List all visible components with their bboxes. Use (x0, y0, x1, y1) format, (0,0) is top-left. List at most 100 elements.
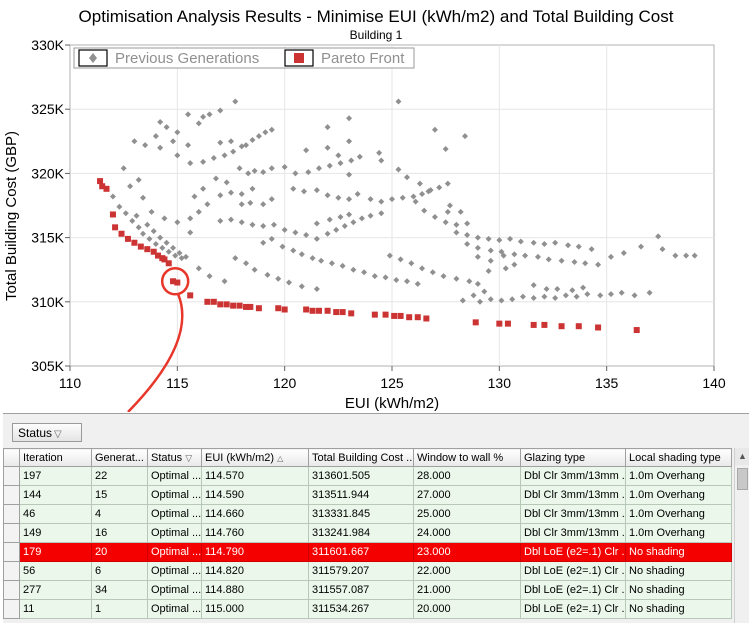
previous-generation-point[interactable] (324, 144, 331, 151)
previous-generation-point[interactable] (376, 149, 383, 156)
pareto-front-point[interactable] (255, 305, 262, 312)
previous-generation-point[interactable] (163, 124, 170, 131)
previous-generation-point[interactable] (300, 188, 307, 195)
previous-generation-point[interactable] (534, 253, 541, 260)
previous-generations-series[interactable] (109, 98, 698, 305)
pareto-front-point[interactable] (236, 302, 243, 309)
previous-generation-point[interactable] (584, 291, 591, 298)
previous-generation-point[interactable] (157, 234, 164, 241)
previous-generation-point[interactable] (672, 252, 679, 259)
previous-generation-point[interactable] (464, 241, 471, 248)
table-cell[interactable]: Dbl LoE (e2=.1) Clr ... (520, 561, 626, 581)
table-cell[interactable]: 197 (19, 466, 92, 486)
row-header[interactable] (3, 561, 20, 581)
previous-generation-point[interactable] (326, 216, 333, 223)
table-cell[interactable]: 56 (19, 561, 92, 581)
previous-generation-point[interactable] (461, 133, 468, 140)
previous-generation-point[interactable] (313, 187, 320, 194)
pareto-front-point[interactable] (99, 183, 106, 190)
previous-generation-point[interactable] (249, 185, 256, 192)
previous-generation-point[interactable] (459, 297, 466, 304)
filter-icon[interactable]: ▽ (54, 429, 62, 440)
previous-generation-point[interactable] (498, 297, 505, 304)
pareto-front-point[interactable] (382, 311, 389, 318)
previous-generation-point[interactable] (170, 244, 177, 251)
previous-generation-point[interactable] (453, 275, 460, 282)
previous-generation-point[interactable] (210, 154, 217, 161)
previous-generation-point[interactable] (419, 190, 426, 197)
row-header[interactable] (3, 542, 20, 562)
previous-generation-point[interactable] (444, 208, 451, 215)
table-cell[interactable]: 1.0m Overhang (625, 523, 732, 543)
previous-generation-point[interactable] (335, 152, 342, 159)
previous-generation-point[interactable] (575, 243, 582, 250)
previous-generation-point[interactable] (268, 165, 275, 172)
previous-generation-point[interactable] (350, 219, 357, 226)
table-cell[interactable]: 4 (91, 504, 148, 524)
previous-generation-point[interactable] (217, 217, 224, 224)
row-header[interactable] (3, 580, 20, 600)
previous-generation-point[interactable] (328, 260, 335, 267)
previous-generation-point[interactable] (217, 139, 224, 146)
previous-generation-point[interactable] (481, 288, 488, 295)
previous-generation-point[interactable] (485, 235, 492, 242)
pareto-front-point[interactable] (575, 323, 582, 330)
previous-generation-point[interactable] (309, 255, 316, 262)
column-header-window-to-wall[interactable]: Window to wall % (413, 448, 521, 467)
pareto-front-point[interactable] (541, 321, 548, 328)
previous-generation-point[interactable] (204, 201, 211, 208)
pareto-front-point[interactable] (281, 306, 288, 313)
previous-generation-point[interactable] (255, 133, 262, 140)
previous-generation-point[interactable] (316, 165, 323, 172)
previous-generation-point[interactable] (552, 294, 559, 301)
previous-generation-point[interactable] (142, 142, 149, 149)
table-cell[interactable]: Dbl Clr 3mm/13mm ... (520, 504, 626, 524)
table-cell[interactable]: 114.590 (201, 485, 309, 505)
previous-generation-point[interactable] (195, 265, 202, 272)
table-cell[interactable]: No shading (625, 580, 732, 600)
previous-generation-point[interactable] (120, 165, 127, 172)
previous-generation-point[interactable] (290, 247, 297, 254)
previous-generation-point[interactable] (487, 296, 494, 303)
table-cell[interactable]: 1.0m Overhang (625, 504, 732, 524)
previous-generation-point[interactable] (541, 241, 548, 248)
previous-generation-point[interactable] (519, 293, 526, 300)
pareto-front-point[interactable] (243, 303, 250, 310)
table-cell[interactable]: Optimal ... (147, 523, 202, 543)
previous-generation-point[interactable] (367, 196, 374, 203)
pareto-front-point[interactable] (633, 327, 640, 334)
table-cell[interactable]: Dbl LoE (e2=.1) Clr ... (520, 599, 626, 619)
previous-generation-point[interactable] (659, 246, 666, 253)
table-cell[interactable]: Optimal ... (147, 466, 202, 486)
previous-generation-point[interactable] (571, 258, 578, 265)
previous-generation-point[interactable] (313, 285, 320, 292)
previous-generation-point[interactable] (174, 152, 181, 159)
previous-generation-point[interactable] (397, 256, 404, 263)
previous-generation-point[interactable] (264, 271, 271, 278)
previous-generation-point[interactable] (172, 252, 179, 259)
previous-generation-point[interactable] (446, 202, 453, 209)
table-cell[interactable]: 144 (19, 485, 92, 505)
previous-generation-point[interactable] (292, 170, 299, 177)
previous-generation-point[interactable] (187, 160, 194, 167)
previous-generation-point[interactable] (122, 210, 129, 217)
previous-generation-point[interactable] (341, 223, 348, 230)
table-cell[interactable]: 22 (91, 466, 148, 486)
previous-generation-point[interactable] (416, 180, 423, 187)
table-row[interactable]: 46 4 Optimal ... 114.660 313331.845 25.000 Dbl… (3, 504, 732, 524)
pareto-front-point[interactable] (109, 211, 116, 218)
previous-generation-point[interactable] (324, 124, 331, 131)
previous-generation-point[interactable] (161, 215, 168, 222)
previous-generation-point[interactable] (442, 146, 449, 153)
previous-generation-point[interactable] (346, 196, 353, 203)
previous-generation-point[interactable] (554, 285, 561, 292)
table-cell[interactable]: 277 (19, 580, 92, 600)
previous-generation-point[interactable] (683, 252, 690, 259)
previous-generation-point[interactable] (569, 287, 576, 294)
row-header[interactable] (3, 599, 20, 619)
previous-generation-point[interactable] (230, 148, 237, 155)
table-cell[interactable]: 311557.087 (308, 580, 414, 600)
column-header-generation[interactable]: Generat... (91, 448, 148, 467)
previous-generation-point[interactable] (558, 257, 565, 264)
previous-generation-point[interactable] (389, 196, 395, 203)
